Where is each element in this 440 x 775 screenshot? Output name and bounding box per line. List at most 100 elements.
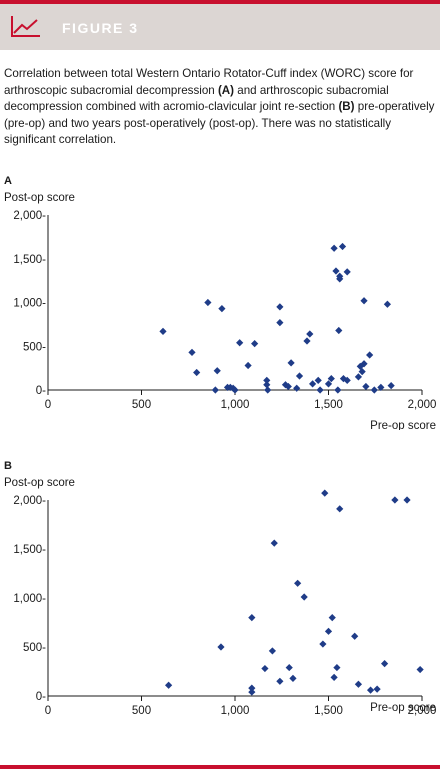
data-point-b xyxy=(351,632,359,640)
panel-label-b: B xyxy=(4,460,12,472)
data-point-a xyxy=(236,339,244,347)
data-point-a xyxy=(193,368,201,377)
y-tick-label-a: 1,500- xyxy=(13,254,46,266)
data-point-a xyxy=(188,348,196,356)
data-point-a xyxy=(263,381,271,389)
top-accent-rule xyxy=(0,0,440,4)
data-point-a xyxy=(327,375,335,383)
points-a xyxy=(159,242,395,394)
data-point-b xyxy=(403,496,411,504)
data-point-a xyxy=(343,376,351,384)
data-point-a xyxy=(383,300,392,308)
data-point-b xyxy=(333,663,341,672)
x-axis-label-b: Pre-op score xyxy=(370,702,436,714)
data-point-b xyxy=(217,643,225,651)
data-point-a xyxy=(362,382,370,391)
data-point-a xyxy=(231,386,239,394)
figure-header: FIGURE 3 xyxy=(0,4,440,50)
data-point-a xyxy=(293,384,301,392)
tick-labels-b: 0- 500- 1,000- 1,500- 2,000- 0 500 1,000 1,500 2,… xyxy=(13,495,436,717)
y-tick-label-b: 1,500- xyxy=(13,544,46,556)
y-axis-label-b: Post-op score xyxy=(4,477,75,489)
data-point-b xyxy=(381,660,389,668)
x-tick-label-b: 1,000 xyxy=(221,705,250,717)
axes-b xyxy=(47,500,423,701)
y-tick-label-a: 2,000- xyxy=(13,210,46,222)
data-point-a xyxy=(204,298,212,307)
data-point-a xyxy=(360,360,368,368)
bottom-accent-rule xyxy=(0,765,440,769)
scatter-chart-b: B Post-op score Pre-op score 0- 500- 1,000… xyxy=(4,460,436,717)
data-point-b xyxy=(300,593,308,601)
data-point-a xyxy=(276,303,284,311)
data-point-b xyxy=(330,673,338,681)
data-point-b xyxy=(248,614,256,622)
x-tick-label-a: 2,000 xyxy=(408,399,437,411)
caption-text-1: Correlation between total Western Ontari… xyxy=(4,67,414,97)
x-tick-label-a: 1,500 xyxy=(314,399,343,411)
data-point-a xyxy=(264,386,272,394)
data-point-a xyxy=(338,242,347,251)
data-point-a xyxy=(287,359,295,367)
data-point-b xyxy=(289,674,297,682)
x-tick-label-b: 2,000 xyxy=(408,705,437,717)
data-point-b xyxy=(285,663,293,672)
y-tick-label-b: 1,000- xyxy=(13,593,46,605)
y-tick-label-b: 0- xyxy=(36,691,46,703)
figure-label: FIGURE 3 xyxy=(62,20,139,36)
data-point-a xyxy=(314,376,322,384)
data-point-a xyxy=(284,382,292,391)
y-tick-label-a: 500- xyxy=(23,341,46,353)
points-b xyxy=(165,489,424,696)
data-point-a xyxy=(295,372,304,380)
data-point-a xyxy=(309,380,317,388)
figure-caption: Correlation between total Western Ontari… xyxy=(4,66,436,149)
data-point-a xyxy=(332,267,340,275)
caption-marker-b: (B) xyxy=(338,100,355,113)
data-point-a xyxy=(263,376,271,384)
data-point-a xyxy=(377,383,385,391)
data-point-b xyxy=(416,665,424,674)
data-point-a xyxy=(218,305,226,313)
data-point-b xyxy=(165,681,173,689)
data-point-b xyxy=(336,505,344,513)
data-point-a xyxy=(339,375,348,383)
data-point-b xyxy=(321,489,329,497)
data-point-a xyxy=(324,380,333,388)
data-point-b xyxy=(324,627,333,635)
data-point-a xyxy=(387,382,395,390)
data-point-b xyxy=(294,579,302,587)
data-point-a xyxy=(251,340,259,348)
x-tick-label-a: 500 xyxy=(132,399,151,411)
data-point-b xyxy=(276,677,284,685)
data-point-a xyxy=(306,330,314,338)
data-point-b xyxy=(319,640,327,648)
data-point-b xyxy=(268,647,276,655)
data-point-a xyxy=(159,327,167,335)
data-point-b xyxy=(270,539,278,547)
data-point-a xyxy=(244,361,252,370)
y-tick-label-a: 1,000- xyxy=(13,298,46,310)
data-point-a xyxy=(366,351,374,359)
data-point-a xyxy=(316,386,324,394)
y-tick-label-a: 0- xyxy=(36,385,46,397)
line-chart-icon xyxy=(11,16,40,37)
caption-text-3: pre-operatively (pre-op) and two years p… xyxy=(4,100,435,146)
data-point-a xyxy=(356,362,364,370)
x-tick-label-b: 500 xyxy=(132,705,151,717)
data-point-a xyxy=(370,386,378,394)
x-tick-label-a: 1,000 xyxy=(221,399,250,411)
data-point-a xyxy=(358,368,366,376)
data-point-a xyxy=(354,373,363,381)
x-tick-label-b: 0 xyxy=(45,705,51,717)
x-tick-label-b: 1,500 xyxy=(314,705,343,717)
y-tick-label-b: 500- xyxy=(23,642,46,654)
data-point-a xyxy=(334,386,342,394)
y-axis-label-a: Post-op score xyxy=(4,192,75,204)
data-point-b xyxy=(366,686,375,694)
data-point-b xyxy=(261,664,269,673)
axes-a xyxy=(47,215,423,395)
data-point-b xyxy=(328,614,336,622)
data-point-a xyxy=(330,244,338,252)
y-tick-label-b: 2,000- xyxy=(13,495,46,507)
